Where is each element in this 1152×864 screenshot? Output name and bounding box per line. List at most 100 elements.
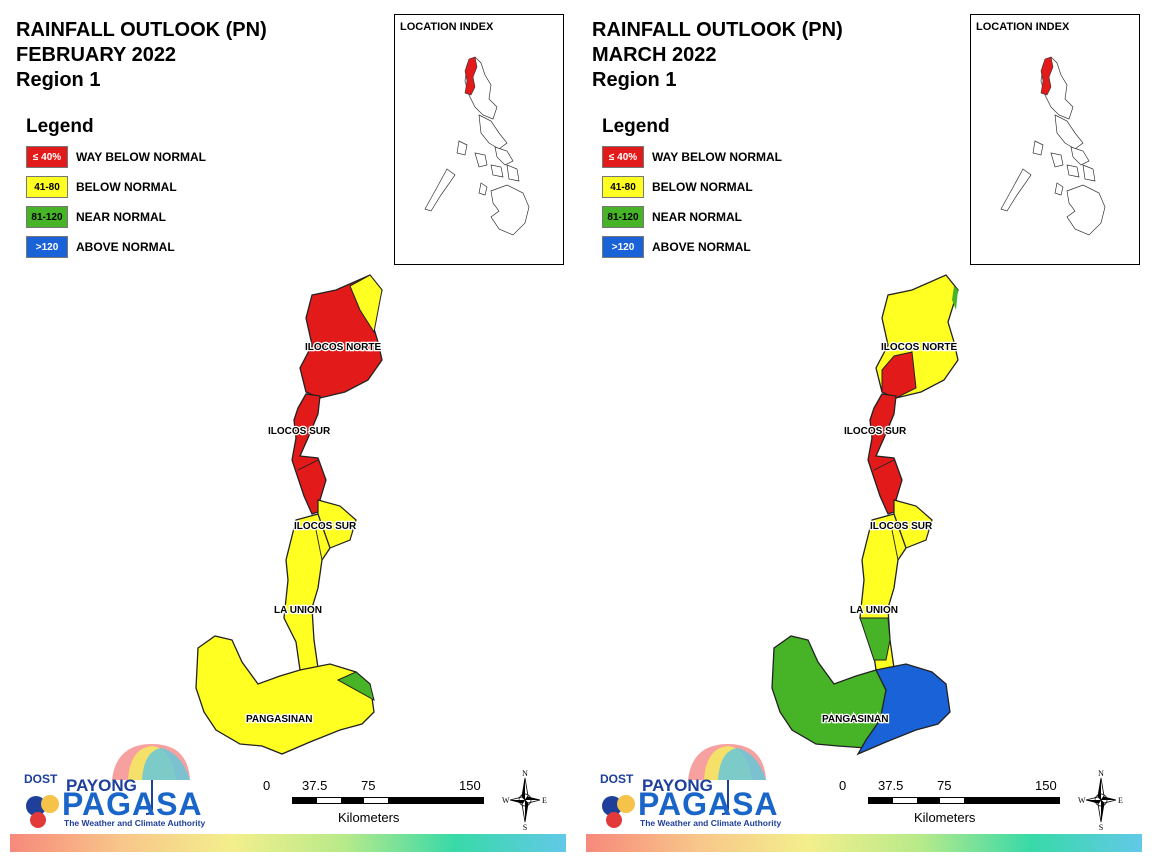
legend-item-near: 81-120 NEAR NORMAL (26, 206, 166, 236)
legend-label: BELOW NORMAL (652, 180, 753, 194)
compass-s: S (523, 823, 527, 832)
label-la-union: LA UNION (850, 605, 898, 616)
logo-tagline: The Weather and Climate Authority (640, 818, 782, 828)
legend-swatch: 41-80 (602, 176, 644, 198)
compass-e: E (542, 796, 547, 805)
legend-label: WAY BELOW NORMAL (76, 150, 207, 164)
logo-tagline: The Weather and Climate Authority (64, 818, 206, 828)
scale-tick: 150 (1035, 778, 1057, 793)
legend-swatch: >120 (602, 236, 644, 258)
panel-title: RAINFALL OUTLOOK (PN) FEBRUARY 2022 Regi… (16, 18, 267, 93)
scale-tick: 75 (361, 778, 376, 793)
logo-pagasa: PAGASA (62, 786, 203, 822)
province-pangasinan-east (856, 663, 951, 756)
legend-label: NEAR NORMAL (652, 210, 742, 224)
panel-title: RAINFALL OUTLOOK (PN) MARCH 2022 Region … (592, 18, 843, 93)
legend-swatch: ≤ 40% (602, 146, 644, 168)
region-1-map: ILOCOS NORTE ILOCOS SUR ILOCOS SUR LA UN… (195, 274, 383, 755)
logo-pagasa: PAGASA (638, 786, 779, 822)
legend-label: NEAR NORMAL (76, 210, 166, 224)
label-ilocos-sur-south: ILOCOS SUR (294, 521, 357, 532)
scale-bar: 0 37.5 75 150 Kilometers (262, 776, 490, 832)
scale-tick: 150 (459, 778, 481, 793)
legend: Legend ≤ 40% WAY BELOW NORMAL 41-80 BELO… (26, 116, 206, 266)
scale-bar-segments (292, 797, 484, 804)
scale-tick: 0 (839, 778, 847, 793)
legend-swatch: 81-120 (602, 206, 644, 228)
logo-payong: PAYONG (66, 776, 137, 795)
compass-w: W (502, 796, 510, 805)
province-la-union (283, 513, 331, 671)
philippines-index-map (1000, 56, 1106, 236)
province-pangasinan-east (336, 671, 375, 701)
province-pangasinan-west (771, 635, 887, 749)
label-pangasinan: PANGASINAN (822, 714, 888, 725)
compass-e: E (1118, 796, 1123, 805)
label-ilocos-norte: ILOCOS NORTE (305, 342, 381, 353)
label-la-union: LA UNION (274, 605, 322, 616)
legend: Legend ≤ 40% WAY BELOW NORMAL 41-80 BELO… (602, 116, 782, 266)
scale-tick: 0 (263, 778, 271, 793)
province-ilocos-sur (867, 393, 908, 515)
location-index-title: LOCATION INDEX (976, 21, 1070, 33)
title-line-1: RAINFALL OUTLOOK (PN) (592, 19, 843, 41)
legend-swatch: ≤ 40% (26, 146, 68, 168)
province-pangasinan (195, 635, 375, 755)
province-ilocos-sur (291, 393, 332, 515)
legend-title: Legend (602, 116, 670, 137)
pagasa-logo: DOST PAYONG PAGASA The Weather and Clima… (16, 740, 205, 832)
legend-swatch: >120 (26, 236, 68, 258)
logo-dost: DOST (24, 772, 58, 786)
legend-item-below: 41-80 BELOW NORMAL (26, 176, 177, 206)
legend-label: ABOVE NORMAL (652, 240, 751, 254)
compass-n: N (1098, 769, 1104, 778)
location-index: LOCATION INDEX (970, 14, 1140, 265)
philippines-index-map (424, 56, 530, 236)
footer-gradient-bar (10, 834, 566, 852)
compass-rose-icon: N S W E (502, 769, 547, 832)
pagasa-logo: DOST PAYONG PAGASA The Weather and Clima… (592, 740, 781, 832)
title-line-2: FEBRUARY 2022 (16, 44, 177, 66)
legend-title: Legend (26, 116, 94, 137)
title-line-1: RAINFALL OUTLOOK (PN) (16, 19, 267, 41)
scale-unit: Kilometers (338, 810, 400, 825)
umbrella-icon (26, 744, 190, 828)
location-index-title: LOCATION INDEX (400, 21, 494, 33)
umbrella-icon (602, 744, 766, 828)
title-line-3: Region 1 (592, 69, 677, 91)
label-ilocos-norte: ILOCOS NORTE (881, 342, 957, 353)
label-pangasinan: PANGASINAN (246, 714, 312, 725)
legend-label: WAY BELOW NORMAL (652, 150, 783, 164)
compass-rose-icon: N S W E (1078, 769, 1123, 832)
legend-item-above: >120 ABOVE NORMAL (26, 236, 175, 266)
compass-s: S (1099, 823, 1103, 832)
legend-item-below: 41-80 BELOW NORMAL (602, 176, 753, 206)
scale-tick: 37.5 (878, 778, 904, 793)
province-ilocos-norte-northeast (349, 274, 383, 334)
scale-tick: 37.5 (302, 778, 328, 793)
legend-item-above: >120 ABOVE NORMAL (602, 236, 751, 266)
logo-dost: DOST (600, 772, 634, 786)
title-line-3: Region 1 (16, 69, 101, 91)
scale-bar: 0 37.5 75 150 Kilometers (838, 776, 1066, 832)
location-index: LOCATION INDEX (394, 14, 564, 265)
label-ilocos-sur-north: ILOCOS SUR (268, 426, 331, 437)
label-ilocos-sur-south: ILOCOS SUR (870, 521, 933, 532)
region-1-map: ILOCOS NORTE ILOCOS SUR ILOCOS SUR LA UN… (771, 274, 959, 756)
legend-label: ABOVE NORMAL (76, 240, 175, 254)
legend-swatch: 81-120 (26, 206, 68, 228)
logo-payong: PAYONG (642, 776, 713, 795)
scale-unit: Kilometers (914, 810, 976, 825)
compass-n: N (522, 769, 528, 778)
legend-item-way-below: ≤ 40% WAY BELOW NORMAL (26, 146, 206, 176)
province-la-union-south (859, 617, 891, 661)
legend-swatch: 41-80 (26, 176, 68, 198)
compass-w: W (1078, 796, 1086, 805)
scale-bar-segments (868, 797, 1060, 804)
province-ilocos-norte-coast (881, 351, 917, 399)
footer-gradient-bar (586, 834, 1142, 852)
scale-tick: 75 (937, 778, 952, 793)
outlook-panel-february: RAINFALL OUTLOOK (PN) FEBRUARY 2022 Regi… (10, 14, 566, 852)
legend-item-near: 81-120 NEAR NORMAL (602, 206, 742, 236)
legend-item-way-below: ≤ 40% WAY BELOW NORMAL (602, 146, 782, 176)
